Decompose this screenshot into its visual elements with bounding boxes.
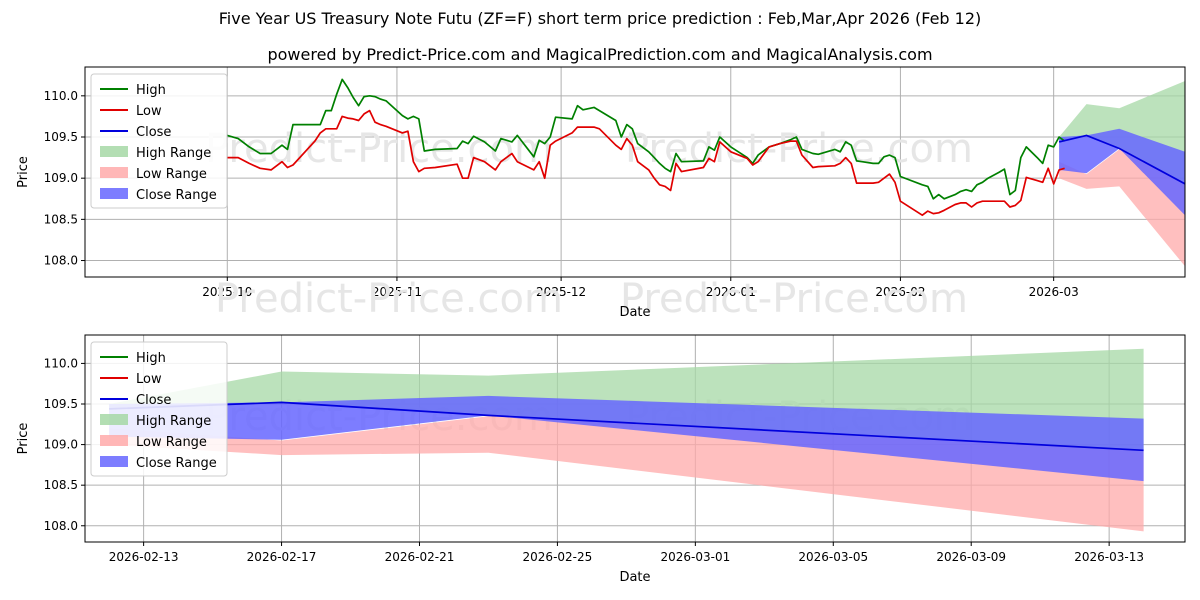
legend-label: High Range [136,146,211,161]
x-tick-label: 2026-02 [875,285,925,299]
legend: High Low Close High Range Low Range Close Ran… [90,341,228,477]
high-line [227,78,1066,200]
close-line [1058,134,1185,185]
x-tick-label: 2025-10 [202,285,252,299]
legend-patch-swatch [100,167,128,178]
legend-label: Low Range [136,167,207,182]
y-tick-label: 108.5 [44,212,78,226]
y-tick-label: 108.0 [44,254,78,268]
y-axis-label: Price [16,156,31,188]
x-axis-label: Date [619,305,650,320]
legend-patch-swatch [100,146,128,157]
legend-label: High Range [136,414,211,429]
plot-frame [84,334,1186,543]
watermark-text: Predict-Price.com [620,276,968,322]
x-tick-label: 2026-02-21 [385,550,455,564]
close-range-band [1059,128,1185,216]
legend-patch-swatch [100,435,128,446]
x-axis-label: Date [619,570,650,585]
x-tick-label: 2026-02-25 [523,550,593,564]
x-tick-label: 2026-02-13 [109,550,179,564]
legend-patch-swatch [100,456,128,467]
close-range-band [109,395,1144,482]
x-tick-label: 2026-03-09 [936,550,1006,564]
plot-area [109,348,1144,532]
legend: High Low Close High Range Low Range Close Ran… [90,73,228,209]
chart-panel-1: 2025-10 2025-11 2025-12 2026-01 2026-02 2026-… [16,66,1186,322]
legend-label: Close Range [136,188,217,203]
legend-label: Close [136,393,171,408]
chart-title: Five Year US Treasury Note Futu (ZF=F) s… [218,9,982,28]
x-tick-label: 2026-03 [1029,285,1079,299]
x-tick-label: 2026-03-05 [798,550,868,564]
x-tick-label: 2025-12 [536,285,586,299]
y-tick-label: 108.5 [44,478,78,492]
legend-label: High [136,83,166,98]
legend-label: Close Range [136,456,217,471]
plot-frame [84,66,1186,278]
watermark-text: Predict-Price.com [205,126,553,172]
y-tick-label: 110.0 [44,356,78,370]
y-tick-label: 110.0 [44,89,78,103]
y-tick-label: 109.5 [44,130,78,144]
x-tick-label: 2026-03-13 [1074,550,1144,564]
x-tick-label: 2026-02-17 [247,550,317,564]
x-tick-label: 2026-03-01 [660,550,730,564]
legend-label: Close [136,125,171,140]
legend-label: Low [136,104,162,119]
legend-label: Low [136,372,162,387]
y-tick-label: 109.0 [44,438,78,452]
x-tick-label: 2025-11 [372,285,422,299]
y-tick-label: 109.0 [44,171,78,185]
plot-area [227,78,1185,267]
y-tick-label: 109.5 [44,397,78,411]
chart-subtitle: powered by Predict-Price.com and Magical… [267,45,933,64]
low-line [227,109,1065,217]
chart-panel-2: 2026-02-13 2026-02-17 2026-02-21 2026-02-25… [16,334,1186,585]
legend-patch-swatch [100,414,128,425]
y-axis-label: Price [16,423,31,455]
legend-label: Low Range [136,435,207,450]
legend-patch-swatch [100,188,128,199]
watermark-text: Predict-Price.com [215,276,563,322]
x-tick-label: 2026-01 [706,285,756,299]
y-tick-label: 108.0 [44,519,78,533]
legend-label: High [136,351,166,366]
